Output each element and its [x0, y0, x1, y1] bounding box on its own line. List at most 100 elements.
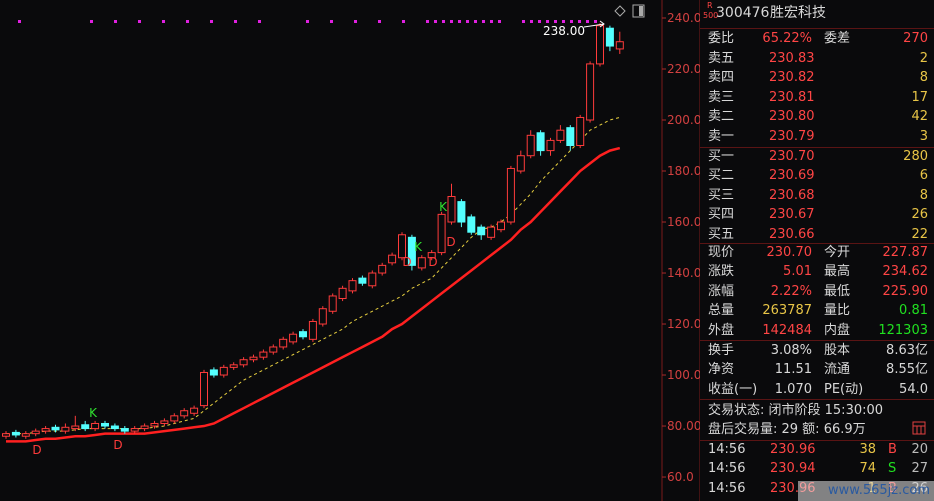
y-tick-label: 120.0 — [667, 317, 700, 331]
candle-body — [269, 346, 278, 353]
panel-text: 买一 — [708, 149, 735, 164]
panel-text: 委差 — [824, 31, 851, 46]
panel-text: S — [888, 461, 897, 477]
candle-body — [457, 201, 466, 223]
watermark — [798, 481, 934, 501]
signal-dot — [522, 20, 525, 23]
candle-body — [378, 264, 387, 274]
candle-body — [318, 308, 327, 325]
candle-body — [209, 369, 218, 376]
panel-text: R — [707, 1, 713, 10]
candle-body — [546, 139, 555, 152]
candlestick-chart: 60.0 80.00 100.0 120.0 140.0 160.0 180.0 200.0 2… — [2, 0, 700, 501]
candle-body — [536, 132, 545, 152]
panel-text: 121303 — [878, 322, 928, 338]
candle-body — [398, 234, 406, 259]
candle-body — [338, 287, 347, 300]
candle-body — [437, 213, 446, 254]
candle-body — [11, 431, 20, 436]
panel-text: 2.22% — [770, 283, 812, 299]
panel-text: 涨跌 — [708, 264, 735, 280]
panel-text: B — [888, 442, 897, 457]
candle-body — [110, 425, 119, 430]
panel-text: 8.55亿 — [886, 362, 928, 378]
panel-text: 量比 — [824, 303, 851, 319]
panel-text: 280 — [903, 149, 928, 164]
grid-icon[interactable] — [912, 421, 926, 435]
signal-dot — [378, 20, 381, 23]
signal-dot — [114, 20, 117, 23]
candle-body — [31, 430, 40, 435]
panel-text: 最低 — [824, 283, 851, 299]
panel-text: 27 — [911, 461, 928, 477]
panel-text: 230.81 — [769, 89, 815, 105]
candle-body — [101, 422, 109, 427]
panel-text: 内盘 — [824, 322, 851, 338]
diamond-icon[interactable] — [614, 5, 626, 17]
separator — [700, 440, 934, 441]
y-tick-label: 140.0 — [667, 266, 700, 280]
window-icon[interactable] — [632, 4, 645, 18]
panel-text: 234.62 — [882, 264, 929, 280]
panel-text: 230.83 — [769, 51, 815, 66]
panel-text: 230.68 — [769, 187, 815, 203]
candle-body — [368, 272, 377, 287]
panel-text: PE(动) — [824, 381, 864, 397]
candle-body — [516, 155, 525, 172]
candle-body — [239, 359, 248, 366]
candle-body — [41, 428, 50, 432]
chart-annotation: D — [402, 255, 411, 269]
separator — [700, 28, 934, 29]
chart-annotation: K — [89, 406, 98, 420]
panel-text: 8 — [919, 187, 928, 203]
candle-body — [259, 351, 268, 358]
panel-text: 230.70 — [766, 245, 813, 260]
y-tick-label: 60.0 — [667, 470, 694, 484]
panel-text: 14:56 — [708, 461, 746, 477]
candle-body — [299, 331, 307, 338]
panel-text: 买二 — [708, 168, 735, 184]
moving-average — [6, 116, 620, 435]
chart-annotation: D — [446, 235, 455, 249]
signal-dot — [466, 20, 469, 23]
panel-text: 收益(一) — [708, 381, 758, 397]
signal-dot — [498, 20, 501, 23]
chart-annotation: K — [414, 240, 423, 254]
signal-dot — [330, 20, 333, 23]
panel-text: 230.67 — [769, 207, 815, 223]
separator — [700, 399, 934, 400]
panel-text: 外盘 — [708, 322, 735, 338]
candle-body — [180, 410, 189, 417]
candle-body — [91, 422, 100, 430]
panel-text: 3 — [919, 128, 928, 144]
candle-body — [140, 425, 149, 430]
candle-body — [190, 407, 199, 414]
chart-annotation: D — [32, 443, 41, 457]
panel-text: 2 — [919, 51, 928, 66]
panel-text: 5.01 — [783, 264, 812, 280]
panel-text: 委比 — [708, 31, 735, 46]
y-tick-label: 240.0 — [667, 11, 700, 25]
candle-body — [279, 338, 288, 348]
candle-body — [51, 426, 60, 431]
panel-text: 263787 — [762, 303, 812, 319]
panel-text: 230.69 — [769, 168, 815, 184]
signal-dot — [546, 20, 549, 23]
panel-text: 卖二 — [708, 109, 735, 125]
panel-text: 净资 — [708, 362, 735, 378]
candle-body — [615, 41, 624, 50]
panel-text: 230.82 — [769, 70, 815, 86]
panel-text: 买四 — [708, 207, 735, 223]
candle-body — [556, 129, 565, 141]
panel-text: 20 — [911, 442, 928, 457]
panel-text: 卖五 — [708, 51, 735, 66]
y-tick-label: 100.0 — [667, 368, 700, 382]
separator — [700, 243, 934, 244]
chart-annotation: K — [439, 200, 448, 214]
y-tick-label: 160.0 — [667, 215, 700, 229]
signal-dot — [402, 20, 405, 23]
candle-body — [566, 127, 575, 147]
panel-text: 230.66 — [769, 226, 815, 242]
panel-text: 230.96 — [770, 442, 816, 457]
panel-text: 8.63亿 — [886, 343, 928, 358]
